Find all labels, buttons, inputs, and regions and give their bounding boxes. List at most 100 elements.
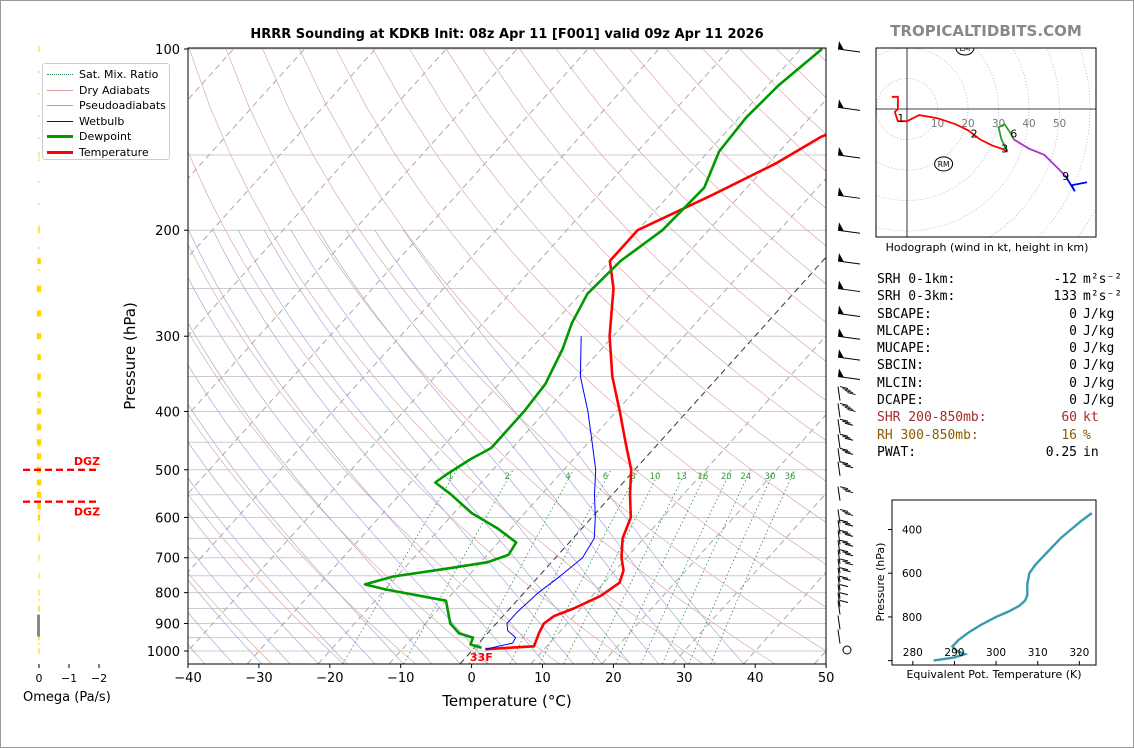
x-tick-label: 50: [818, 671, 835, 686]
legend-swatch: [47, 74, 73, 76]
theta-e-frame: [891, 499, 1097, 666]
stat-value: 0: [1069, 358, 1077, 374]
theta-e-plot: 280 290 300 310 320 400 600 800 Equivalent Pot. …: [874, 499, 1097, 681]
wind-barb-feather: [844, 422, 854, 426]
wind-barb: [837, 629, 841, 644]
x-tick-label: 30: [676, 671, 693, 686]
mixing-ratio-label: 30: [765, 472, 776, 482]
hodograph-trace: [891, 95, 1008, 153]
legend-item: Pseudoadiabats: [43, 98, 169, 114]
skewt-area: 1 2 4 6 8 10 13 16 20 24 30 36: [188, 48, 826, 664]
wind-barb: [837, 419, 841, 434]
wind-barb-feather: [844, 437, 854, 441]
mixing-ratio-label: 1: [448, 472, 453, 482]
mixing-ratio-line: [342, 469, 458, 664]
mixing-ratio-line: [710, 469, 796, 664]
mixing-ratio-label: 24: [740, 472, 751, 482]
stat-unit: m²s⁻²: [1083, 272, 1123, 287]
stat-unit: J/kg: [1083, 306, 1115, 322]
legend-label: Temperature: [79, 145, 149, 159]
stat-row: MUCAPE: 0 J/kg: [877, 341, 1122, 358]
stat-row: SHR 200-850mb: 60 kt: [877, 410, 1122, 427]
wind-barb-feather: [842, 388, 851, 392]
legend-item: Dewpoint: [43, 129, 169, 145]
omega-bar: [38, 152, 40, 159]
wind-barb-flag: [838, 253, 844, 263]
stat-label: RH 300-850mb:: [877, 427, 979, 443]
stat-value: 0: [1069, 306, 1077, 322]
wind-barb-flag: [838, 305, 844, 315]
mixing-ratio-line: [539, 469, 639, 664]
wind-barb-flag: [838, 222, 844, 232]
wind-barb-flag: [838, 328, 844, 338]
theta-e-y-tick-label: 600: [902, 568, 922, 580]
mixing-ratio-label: 13: [676, 472, 687, 482]
y-tick-label: 500: [155, 464, 180, 479]
skewt-frame: [187, 47, 827, 665]
dgz-label: DGZ: [74, 506, 100, 519]
y-tick-label: 900: [155, 617, 180, 632]
wind-barb: [837, 615, 841, 630]
y-tick-label: 200: [155, 224, 180, 239]
legend-item: Wetbulb: [43, 114, 169, 130]
pseudoadiabat: [403, 230, 744, 664]
pseudoadiabat: [188, 441, 376, 664]
mixing-ratio-label: 16: [697, 472, 708, 482]
isotherm-line: [188, 48, 660, 573]
stat-label: SRH 0-3km:: [877, 289, 956, 305]
stat-row: PWAT: 0.25 in: [877, 445, 1122, 462]
mixing-ratio-line: [662, 469, 751, 664]
legend-swatch: [47, 120, 73, 122]
omega-bar: [36, 285, 42, 292]
omega-bar: [36, 491, 42, 498]
surface-temp-label: 33F: [470, 651, 493, 664]
theta-e-area: [933, 512, 1093, 662]
wind-barb: [837, 558, 841, 573]
wind-barb-feather: [844, 465, 854, 469]
dry-adiabat: [188, 493, 344, 664]
hodograph-height-label: 3: [1001, 143, 1008, 156]
omega-bar: [38, 535, 40, 542]
omega-bar: [36, 408, 42, 415]
wind-barb-feather: [839, 519, 849, 523]
dry-adiabat: [335, 48, 826, 565]
omega-plot: DGZ DGZ 0 −1 −2: [23, 46, 107, 685]
storm-motion-label: RM: [938, 160, 950, 169]
profile-wetbulb: [485, 336, 597, 650]
hodograph-height-label: 6: [1010, 127, 1017, 140]
stat-label: SRH 0-1km:: [877, 272, 956, 287]
stat-label: MLCAPE:: [877, 323, 932, 339]
wind-barb-feather: [844, 533, 854, 537]
wind-barb-flag: [838, 41, 844, 50]
omega-bar: [37, 258, 41, 265]
wind-barb-feather: [839, 486, 849, 490]
wind-barb: [837, 592, 841, 607]
storm-motion-label: LM: [960, 44, 971, 53]
wind-barb-feather: [844, 406, 854, 410]
legend-item: Sat. Mix. Ratio: [43, 67, 169, 83]
mixing-ratio-line: [563, 469, 661, 664]
stat-label: SBCIN:: [877, 358, 924, 374]
sounding-stats: SRH 0-1km: -12 m²s⁻² SRH 0-3km: 133 m²s⁻² SBCA…: [877, 272, 1122, 462]
mixing-ratio-label: 2: [504, 472, 509, 482]
wind-barb-feather: [844, 512, 854, 516]
hodograph-trace: [1013, 138, 1067, 177]
mixing-ratio-line: [403, 469, 514, 664]
legend-label: Dewpoint: [79, 130, 132, 144]
pseudoadiabat: [188, 546, 291, 664]
omega-bar: [36, 439, 42, 446]
stat-row: SRH 0-1km: -12 m²s⁻²: [877, 272, 1122, 289]
y-axis-label: Pressure (hPa): [121, 302, 139, 410]
stat-value: 133: [1053, 289, 1077, 305]
hodograph-ring-label: 50: [1053, 118, 1066, 130]
chart-title: HRRR Sounding at KDKB Init: 08z Apr 11 […: [250, 27, 764, 42]
theta-e-x-tick-label: 290: [944, 647, 964, 659]
hodograph-ring-label: 20: [961, 118, 974, 130]
stat-row: RH 300-850mb: 16%: [877, 428, 1122, 445]
pseudoadiabat: [188, 512, 319, 664]
storm-motion-marker: [934, 156, 954, 172]
wind-barb-feather: [842, 420, 851, 424]
wind-barb: [837, 600, 841, 615]
legend-label: Sat. Mix. Ratio: [79, 68, 159, 82]
